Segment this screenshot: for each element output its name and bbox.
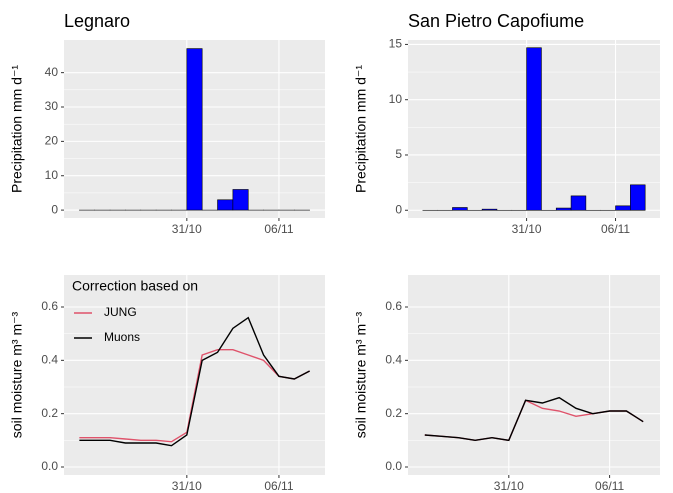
bar (186, 48, 203, 211)
chart-title: Legnaro (64, 11, 130, 31)
y-tick-label: 0.0 (385, 459, 402, 473)
x-tick-label: 06/11 (264, 479, 293, 493)
plot-background (408, 275, 660, 475)
y-tick-label: 10 (389, 92, 403, 106)
bar (570, 195, 587, 211)
y-axis-title: soil moisture m³ m⁻³ (9, 311, 25, 438)
line (79, 348, 310, 443)
y-tick-label: 5 (395, 147, 402, 161)
y-tick-label: 20 (45, 134, 59, 148)
line (79, 316, 310, 447)
y-tick-label: 0.6 (385, 299, 402, 313)
y-tick-label: 40 (45, 65, 59, 79)
x-tick-label: 31/10 (494, 479, 524, 493)
line (424, 396, 644, 442)
y-tick-label: 0.4 (385, 353, 402, 367)
y-tick-label: 0.0 (41, 459, 58, 473)
y-tick-label: 0 (51, 202, 58, 216)
y-tick-label: 0 (395, 202, 402, 216)
legend-label: JUNG (104, 305, 137, 319)
bar (526, 47, 542, 211)
bar (232, 189, 249, 211)
y-tick-label: 0.4 (41, 353, 58, 367)
y-tick-label: 0.6 (41, 299, 58, 313)
plot-background (64, 275, 325, 475)
bar (630, 184, 646, 211)
y-tick-label: 10 (45, 168, 59, 182)
legend-title: Correction based on (72, 278, 198, 294)
x-tick-label: 06/11 (595, 479, 624, 493)
chart-title: San Pietro Capofiume (408, 11, 584, 31)
bar (481, 208, 498, 211)
y-tick-label: 15 (389, 37, 403, 51)
bar (217, 199, 234, 211)
y-axis-title: Precipitation mm d⁻¹ (9, 65, 25, 193)
bar (452, 207, 468, 211)
x-tick-label: 31/10 (172, 222, 202, 236)
y-tick-label: 0.2 (385, 406, 402, 420)
bar (555, 207, 572, 211)
legend-label: Muons (104, 330, 140, 344)
y-tick-label: 30 (45, 99, 59, 113)
y-axis-title: Precipitation mm d⁻¹ (353, 65, 369, 193)
bar (615, 205, 631, 211)
x-tick-label: 31/10 (172, 479, 202, 493)
x-tick-label: 06/11 (264, 222, 293, 236)
x-tick-label: 06/11 (601, 222, 630, 236)
y-axis-title: soil moisture m³ m⁻³ (353, 311, 369, 438)
y-tick-label: 0.2 (41, 406, 58, 420)
x-tick-label: 31/10 (512, 222, 542, 236)
